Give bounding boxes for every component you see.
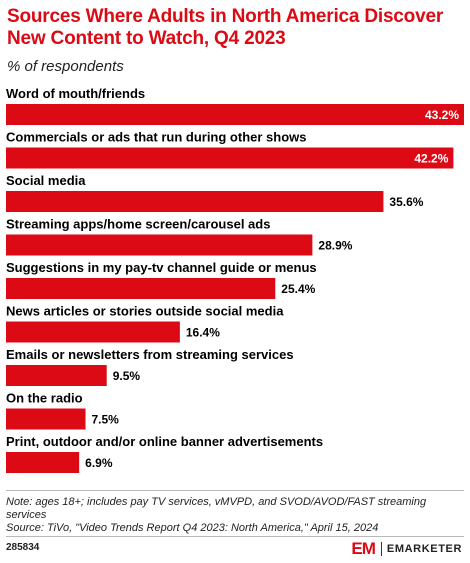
bar-value-label: 16.4% [186,326,220,340]
bar-value-label: 9.5% [113,369,141,383]
chart-notes: Note: ages 18+; includes pay TV services… [6,496,461,535]
bar [6,278,276,299]
category-label: Suggestions in my pay-tv channel guide o… [6,260,317,275]
brand-logo: EM EMARKETER [351,539,462,559]
bar [6,234,313,256]
category-label: On the radio [6,391,83,406]
bar [6,321,180,343]
bar-value-label: 25.4% [281,282,315,296]
category-label: News articles or stories outside social … [6,304,284,319]
footer-divider [6,490,464,491]
category-label: Streaming apps/home screen/carousel ads [6,217,270,232]
bar-chart: Word of mouth/friends 43.2% Commercials or… [6,86,464,473]
note-text: Note: ages 18+; includes pay TV services… [6,496,427,521]
bar-value-label: 35.6% [389,195,423,209]
footer-bottom-divider [6,536,464,537]
bar-value-label: 6.9% [85,456,113,470]
chart-id: 285834 [6,542,40,553]
chart-title: Sources Where Adults in North America Di… [7,6,444,49]
bar-value-label: 28.9% [318,239,352,253]
category-label: Social media [6,173,86,188]
bar [6,365,107,386]
bar [6,452,80,473]
bar [6,104,464,125]
bar-value-label: 7.5% [92,413,120,427]
bar [6,408,86,430]
category-label: Print, outdoor and/or online banner adve… [6,434,323,449]
bar [6,191,384,212]
bar-value-label: 42.2% [414,152,448,166]
bar-value-label: 43.2% [425,108,459,122]
brand-mark-icon: EM [351,539,375,558]
brand-separator [380,542,382,556]
chart-subtitle: % of respondents [7,58,124,75]
category-label: Word of mouth/friends [6,86,145,101]
brand-name: EMARKETER [386,543,462,555]
bar [6,147,454,169]
source-text: Source: TiVo, "Video Trends Report Q4 20… [6,522,379,534]
category-label: Commercials or ads that run during other… [6,130,307,145]
category-label: Emails or newsletters from streaming ser… [6,347,294,362]
